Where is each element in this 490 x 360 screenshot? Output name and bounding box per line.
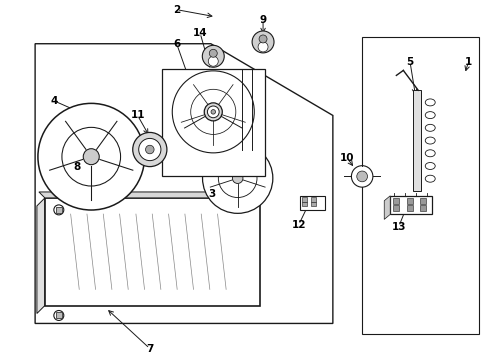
Circle shape bbox=[219, 159, 257, 198]
Circle shape bbox=[191, 89, 236, 134]
Text: 10: 10 bbox=[340, 153, 355, 163]
Circle shape bbox=[133, 132, 167, 167]
Circle shape bbox=[232, 173, 243, 184]
Bar bbox=[45, 198, 260, 306]
Circle shape bbox=[252, 31, 274, 53]
Bar bbox=[56, 207, 62, 213]
Circle shape bbox=[209, 49, 217, 57]
Polygon shape bbox=[35, 44, 333, 323]
Polygon shape bbox=[413, 90, 421, 191]
Bar bbox=[56, 312, 62, 319]
Ellipse shape bbox=[425, 112, 435, 118]
Text: 3: 3 bbox=[209, 189, 216, 199]
Bar bbox=[393, 198, 399, 204]
Bar bbox=[302, 197, 307, 202]
Text: 12: 12 bbox=[292, 220, 306, 230]
Circle shape bbox=[207, 106, 219, 118]
Text: 6: 6 bbox=[173, 39, 180, 49]
Circle shape bbox=[204, 103, 222, 121]
Text: 2: 2 bbox=[173, 5, 180, 15]
Text: 11: 11 bbox=[130, 111, 145, 121]
Text: 9: 9 bbox=[260, 15, 267, 26]
Text: 5: 5 bbox=[406, 57, 414, 67]
Bar bbox=[311, 197, 316, 202]
Text: 4: 4 bbox=[51, 96, 58, 106]
Circle shape bbox=[258, 42, 268, 52]
Circle shape bbox=[211, 109, 216, 114]
Circle shape bbox=[139, 138, 161, 161]
Bar bbox=[311, 202, 316, 207]
Circle shape bbox=[208, 56, 218, 66]
Circle shape bbox=[56, 116, 63, 122]
Circle shape bbox=[172, 71, 254, 153]
Circle shape bbox=[54, 310, 64, 320]
Circle shape bbox=[202, 45, 224, 67]
Text: 13: 13 bbox=[392, 222, 406, 231]
Ellipse shape bbox=[425, 99, 435, 106]
Circle shape bbox=[146, 145, 154, 154]
Bar bbox=[390, 196, 432, 215]
Ellipse shape bbox=[425, 150, 435, 157]
Polygon shape bbox=[362, 37, 479, 334]
Circle shape bbox=[357, 171, 368, 182]
Circle shape bbox=[62, 127, 121, 186]
Circle shape bbox=[38, 103, 145, 210]
Ellipse shape bbox=[425, 137, 435, 144]
Polygon shape bbox=[39, 192, 260, 198]
Bar bbox=[162, 69, 265, 176]
Text: 1: 1 bbox=[465, 57, 472, 67]
Bar bbox=[407, 198, 413, 204]
Circle shape bbox=[202, 143, 273, 213]
Text: 14: 14 bbox=[193, 28, 207, 38]
Text: 7: 7 bbox=[146, 343, 153, 354]
Bar bbox=[407, 206, 413, 211]
Polygon shape bbox=[384, 196, 390, 219]
Circle shape bbox=[351, 166, 373, 187]
Circle shape bbox=[259, 35, 267, 43]
Circle shape bbox=[207, 106, 220, 118]
Text: 8: 8 bbox=[73, 162, 80, 172]
Circle shape bbox=[54, 205, 64, 215]
Ellipse shape bbox=[425, 162, 435, 170]
Ellipse shape bbox=[425, 175, 435, 182]
Bar bbox=[300, 197, 325, 210]
Bar bbox=[420, 206, 426, 211]
Bar bbox=[393, 206, 399, 211]
Polygon shape bbox=[37, 198, 45, 314]
Ellipse shape bbox=[425, 124, 435, 131]
Circle shape bbox=[83, 149, 99, 165]
Bar bbox=[420, 198, 426, 204]
Bar bbox=[302, 202, 307, 207]
